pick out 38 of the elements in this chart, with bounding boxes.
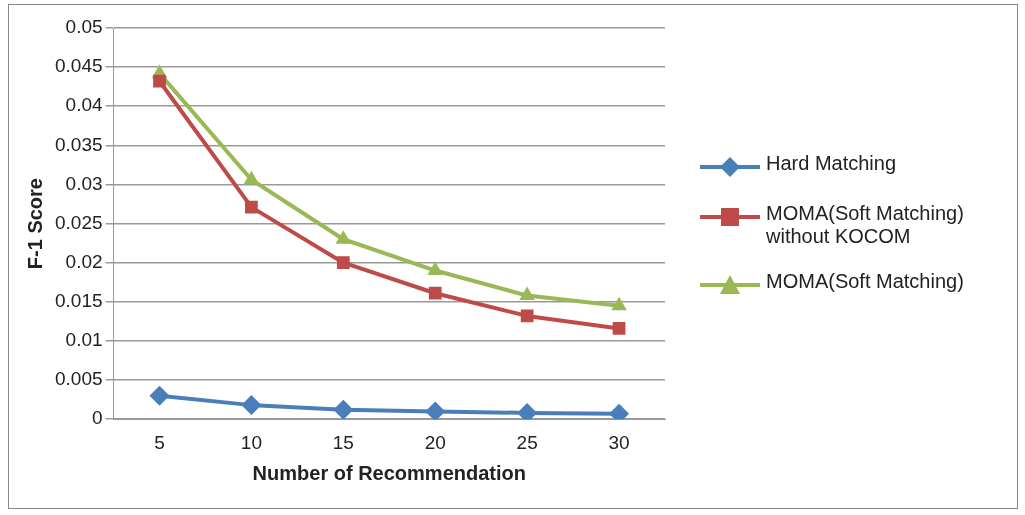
point bbox=[520, 309, 534, 323]
x-tick-label: 5 bbox=[154, 431, 165, 453]
y-tick-label: 0 bbox=[91, 407, 103, 429]
y-tick-label: 0.05 bbox=[65, 16, 103, 38]
point bbox=[612, 322, 626, 335]
point bbox=[428, 286, 442, 300]
point bbox=[241, 395, 262, 416]
point bbox=[149, 385, 170, 406]
y-tick-label: 0.045 bbox=[55, 55, 103, 77]
x-tick-label: 10 bbox=[240, 431, 262, 453]
x-tick-label: 30 bbox=[608, 431, 630, 453]
y-tick-label: 0.025 bbox=[55, 211, 103, 233]
y-tick-label: 0.035 bbox=[55, 133, 103, 155]
point bbox=[611, 296, 627, 311]
point bbox=[517, 402, 538, 420]
y-tick-label: 0.04 bbox=[65, 94, 103, 116]
y-tick-label: 0.03 bbox=[65, 172, 103, 194]
point bbox=[153, 74, 166, 88]
y-tick-label: 0.015 bbox=[55, 290, 103, 312]
point bbox=[519, 286, 535, 301]
point bbox=[335, 230, 352, 244]
point bbox=[245, 200, 258, 214]
point bbox=[427, 261, 444, 276]
point bbox=[336, 256, 350, 270]
x-axis-title: Number of Recommendation bbox=[252, 461, 526, 484]
y-tick-label: 0.005 bbox=[55, 368, 103, 390]
y-axis-title: F-1 Score bbox=[23, 178, 46, 270]
point bbox=[333, 399, 354, 420]
y-tick-label: 0.01 bbox=[65, 329, 103, 351]
point bbox=[425, 401, 446, 420]
x-tick-label: 15 bbox=[332, 431, 354, 453]
x-tick-label: 20 bbox=[424, 431, 446, 453]
legend-label: Hard Matching bbox=[766, 152, 897, 175]
x-tick-label: 25 bbox=[516, 431, 538, 453]
point bbox=[243, 170, 260, 185]
y-tick-label: 0.02 bbox=[65, 250, 103, 272]
legend-label: MOMA(Soft Matching) without KOCOM bbox=[766, 202, 965, 248]
legend-label: MOMA(Soft Matching) bbox=[766, 270, 964, 293]
